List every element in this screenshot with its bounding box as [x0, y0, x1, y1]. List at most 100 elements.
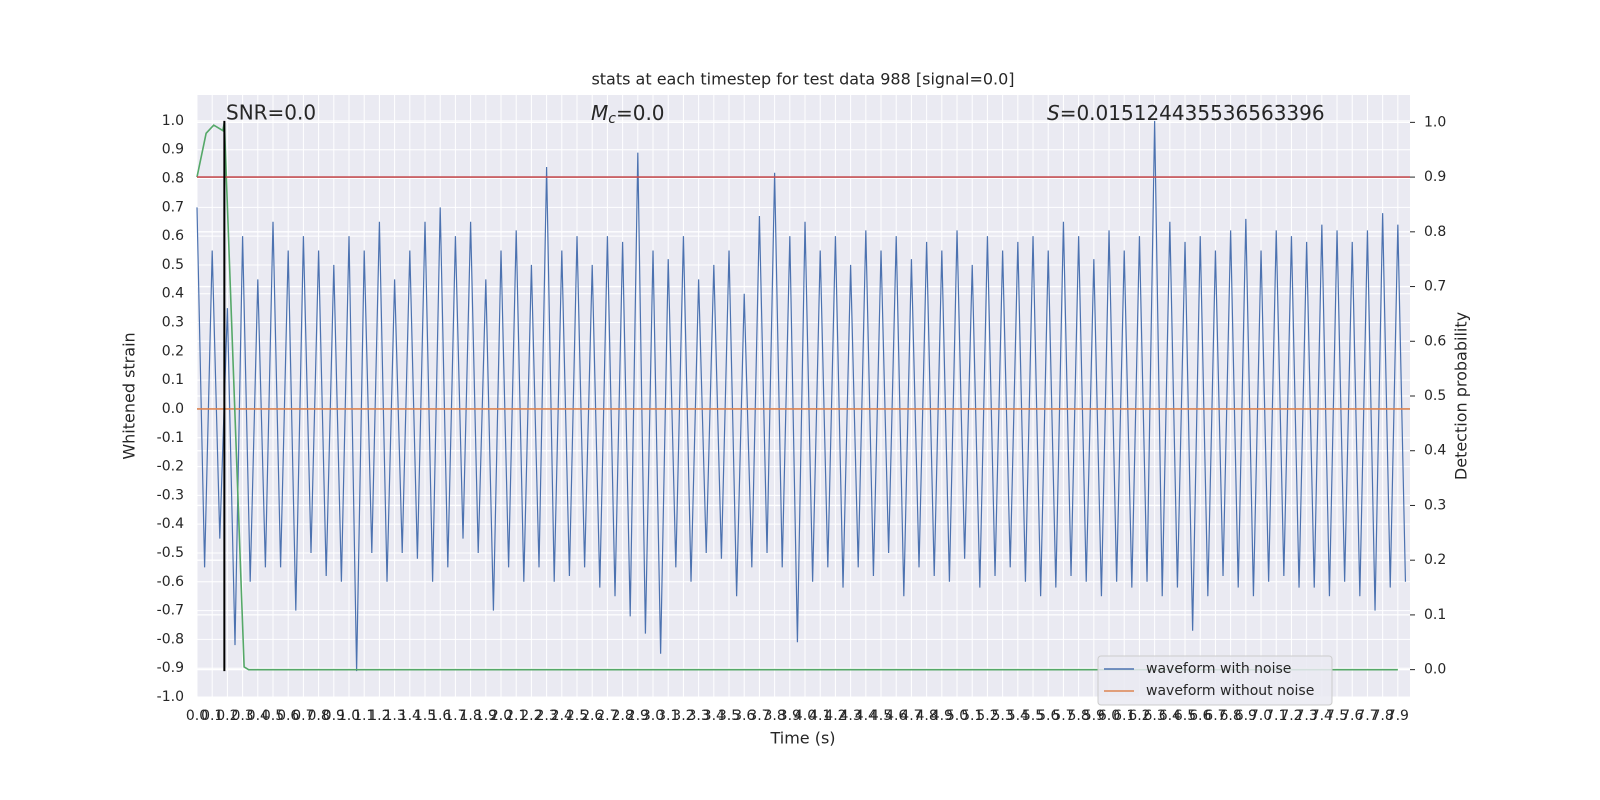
marks: [196, 120, 1410, 672]
y-tick-label: -0.2: [157, 459, 184, 475]
x-tick-label: 5.7: [1052, 708, 1074, 724]
x-tick-label: 1.4: [399, 708, 421, 724]
x-tick-label: 7.0: [1250, 708, 1272, 724]
y2-tick-label: 0.7: [1424, 279, 1446, 295]
x-tick-label: 4.0: [794, 708, 816, 724]
x-tick-label: 2.1: [505, 708, 527, 724]
x-axis-label: Time (s): [769, 729, 835, 748]
x-tick-label: 3.9: [779, 708, 801, 724]
x-tick-label: 0.6: [277, 708, 299, 724]
x-tick-label: 6.2: [1128, 708, 1150, 724]
x-tick-label: 4.7: [900, 708, 922, 724]
x-tick-label: 2.5: [566, 708, 588, 724]
x-tick-label: 5.8: [1067, 708, 1089, 724]
y2-tick-label: 0.3: [1424, 497, 1446, 513]
y-tick-label: 0.8: [162, 171, 184, 187]
x-tick-label: 0.3: [231, 708, 253, 724]
legend: waveform with noise waveform without nois…: [1097, 655, 1333, 706]
x-tick-label: 2.9: [627, 708, 649, 724]
x-tick-label: 3.0: [642, 708, 664, 724]
x-tick-label: 2.0: [490, 708, 512, 724]
y2-axis-label: Detection probability: [1452, 312, 1471, 480]
y-tick-label: 0.6: [162, 228, 184, 244]
y2-tick-label: 0.0: [1424, 662, 1446, 678]
x-tick-label: 0.1: [201, 708, 223, 724]
x-tick-label: 2.7: [596, 708, 618, 724]
y-tick-label: -0.1: [157, 430, 184, 446]
x-tick-label: 5.4: [1007, 708, 1029, 724]
x-tick-label: 6.4: [1159, 708, 1181, 724]
y-tick-label: 0.2: [162, 343, 184, 359]
x-tick-label: 2.8: [611, 708, 633, 724]
x-tick-label: 3.1: [657, 708, 679, 724]
y-tick-label: 0.0: [162, 401, 184, 417]
x-tick-label: 1.9: [475, 708, 497, 724]
y-tick-label: 0.4: [162, 286, 184, 302]
x-tick-label: 5.0: [946, 708, 968, 724]
series-line: [196, 120, 1407, 672]
x-tick-label: 1.8: [459, 708, 481, 724]
x-tick-label: 7.8: [1372, 708, 1394, 724]
y-tick-label: -0.9: [157, 660, 184, 676]
grid: [196, 95, 1410, 698]
y-tick-label: -0.8: [157, 631, 184, 647]
x-tick-label: 0.4: [247, 708, 269, 724]
x-tick-label: 5.3: [991, 708, 1013, 724]
x-tick-label: 1.7: [444, 708, 466, 724]
legend-label: waveform without noise: [1146, 683, 1314, 699]
x-tick-label: 5.2: [976, 708, 998, 724]
x-tick-label: 6.5: [1174, 708, 1196, 724]
x-tick-label: 4.3: [839, 708, 861, 724]
x-tick-label: 6.0: [1098, 708, 1120, 724]
x-tick-label: 5.1: [961, 708, 983, 724]
x-tick-label: 3.8: [763, 708, 785, 724]
legend-label: waveform with noise: [1146, 661, 1291, 677]
x-tick-label: 3.7: [748, 708, 770, 724]
y-tick-label: 1.0: [162, 113, 184, 129]
x-tick-label: 7.1: [1265, 708, 1287, 724]
x-tick-label: 4.6: [885, 708, 907, 724]
y2-tick-label: 1.0: [1424, 114, 1446, 130]
x-tick-label: 4.9: [931, 708, 953, 724]
y-tick-label: -0.6: [157, 574, 184, 590]
y2-tick-label: 0.5: [1424, 388, 1446, 404]
x-tick-label: 1.0: [338, 708, 360, 724]
x-tick-label: 3.5: [718, 708, 740, 724]
y-tick-label: -0.5: [157, 545, 184, 561]
x-tick-label: 4.1: [809, 708, 831, 724]
y-axis-label: Whitened strain: [120, 332, 139, 459]
y-tick-label: 0.5: [162, 257, 184, 273]
legend-box: [1097, 655, 1333, 706]
annotation-subscript: c: [608, 111, 616, 127]
x-tick-label: 5.9: [1083, 708, 1105, 724]
x-tick-label: 2.2: [520, 708, 542, 724]
x-tick-label: 6.6: [1189, 708, 1211, 724]
y2-tick-label: 0.8: [1424, 224, 1446, 240]
x-tick-label: 1.5: [414, 708, 436, 724]
x-tick-label: 1.1: [353, 708, 375, 724]
x-tick-label: 6.1: [1113, 708, 1135, 724]
x-tick-label: 3.6: [733, 708, 755, 724]
x-tick-label: 6.8: [1220, 708, 1242, 724]
x-tick-label: 7.2: [1280, 708, 1302, 724]
y-tick-label: 0.7: [162, 199, 184, 215]
x-tick-label: 7.3: [1296, 708, 1318, 724]
y-tick-label: 0.9: [162, 142, 184, 158]
y-tick-label: -0.7: [157, 603, 184, 619]
x-tick-label: 7.6: [1341, 708, 1363, 724]
x-tick-label: 7.4: [1311, 708, 1333, 724]
y2-tick-label: 0.2: [1424, 552, 1446, 568]
x-tick-label: 5.6: [1037, 708, 1059, 724]
x-tick-label: 7.5: [1326, 708, 1348, 724]
x-tick-label: 4.2: [824, 708, 846, 724]
x-tick-label: 7.9: [1387, 708, 1409, 724]
x-tick-label: 0.9: [323, 708, 345, 724]
x-tick-label: 0.0: [186, 708, 208, 724]
y-tick-label: 0.3: [162, 315, 184, 331]
x-tick-label: 1.2: [368, 708, 390, 724]
x-tick-label: 0.7: [292, 708, 314, 724]
y-tick-label: 0.1: [162, 372, 184, 388]
x-tick-label: 1.3: [383, 708, 405, 724]
x-tick-label: 4.8: [915, 708, 937, 724]
x-tick-label: 5.5: [1022, 708, 1044, 724]
